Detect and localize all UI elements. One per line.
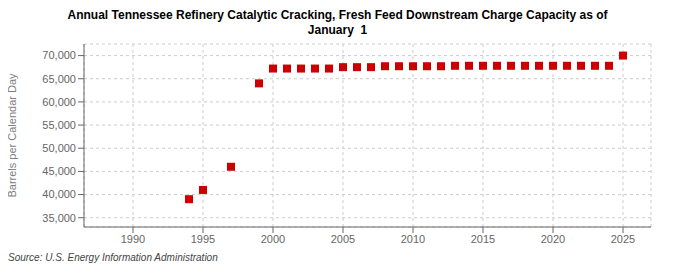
svg-text:70,000: 70,000 xyxy=(42,49,76,61)
svg-text:40,000: 40,000 xyxy=(42,188,76,200)
svg-text:1990: 1990 xyxy=(121,233,145,245)
html-text:Source: U.S. Energy Informatio: Source: U.S. Energy Information Administ… xyxy=(8,252,218,263)
svg-text:Barrels per Calendar Day: Barrels per Calendar Day xyxy=(8,73,18,198)
svg-text:1995: 1995 xyxy=(191,233,215,245)
svg-text:60,000: 60,000 xyxy=(42,96,76,108)
html-text:Annual Tennessee Refinery Cata: Annual Tennessee Refinery Catalytic Crac… xyxy=(67,8,608,37)
svg-text:2015: 2015 xyxy=(471,233,495,245)
svg-text:65,000: 65,000 xyxy=(42,73,76,85)
svg-text:2010: 2010 xyxy=(401,233,425,245)
svg-text:2005: 2005 xyxy=(331,233,355,245)
svg-text:35,000: 35,000 xyxy=(42,212,76,224)
svg-text:50,000: 50,000 xyxy=(42,142,76,154)
svg-text:2000: 2000 xyxy=(261,233,285,245)
svg-text:2025: 2025 xyxy=(611,233,635,245)
svg-text:55,000: 55,000 xyxy=(42,119,76,131)
svg-text:45,000: 45,000 xyxy=(42,165,76,177)
svg-text:2020: 2020 xyxy=(541,233,565,245)
